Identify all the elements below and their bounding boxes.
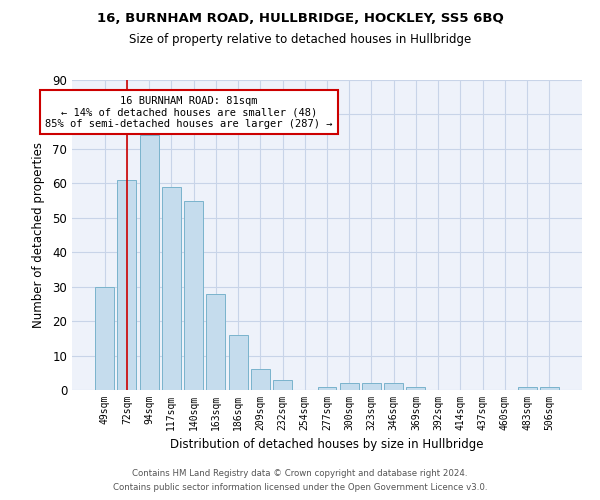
Text: Contains public sector information licensed under the Open Government Licence v3: Contains public sector information licen… <box>113 484 487 492</box>
Text: 16 BURNHAM ROAD: 81sqm
← 14% of detached houses are smaller (48)
85% of semi-det: 16 BURNHAM ROAD: 81sqm ← 14% of detached… <box>46 96 333 128</box>
Bar <box>317 386 337 390</box>
Bar <box>95 286 114 390</box>
Bar <box>406 386 425 390</box>
Bar <box>251 370 270 390</box>
Bar <box>340 383 359 390</box>
X-axis label: Distribution of detached houses by size in Hullbridge: Distribution of detached houses by size … <box>170 438 484 452</box>
Text: Size of property relative to detached houses in Hullbridge: Size of property relative to detached ho… <box>129 32 471 46</box>
Bar <box>162 187 181 390</box>
Bar <box>140 135 158 390</box>
Bar <box>184 200 203 390</box>
Text: Contains HM Land Registry data © Crown copyright and database right 2024.: Contains HM Land Registry data © Crown c… <box>132 468 468 477</box>
Bar <box>229 335 248 390</box>
Bar <box>540 386 559 390</box>
Y-axis label: Number of detached properties: Number of detached properties <box>32 142 46 328</box>
Bar <box>384 383 403 390</box>
Bar <box>518 386 536 390</box>
Bar <box>206 294 225 390</box>
Text: 16, BURNHAM ROAD, HULLBRIDGE, HOCKLEY, SS5 6BQ: 16, BURNHAM ROAD, HULLBRIDGE, HOCKLEY, S… <box>97 12 503 26</box>
Bar <box>362 383 381 390</box>
Bar <box>118 180 136 390</box>
Bar <box>273 380 292 390</box>
